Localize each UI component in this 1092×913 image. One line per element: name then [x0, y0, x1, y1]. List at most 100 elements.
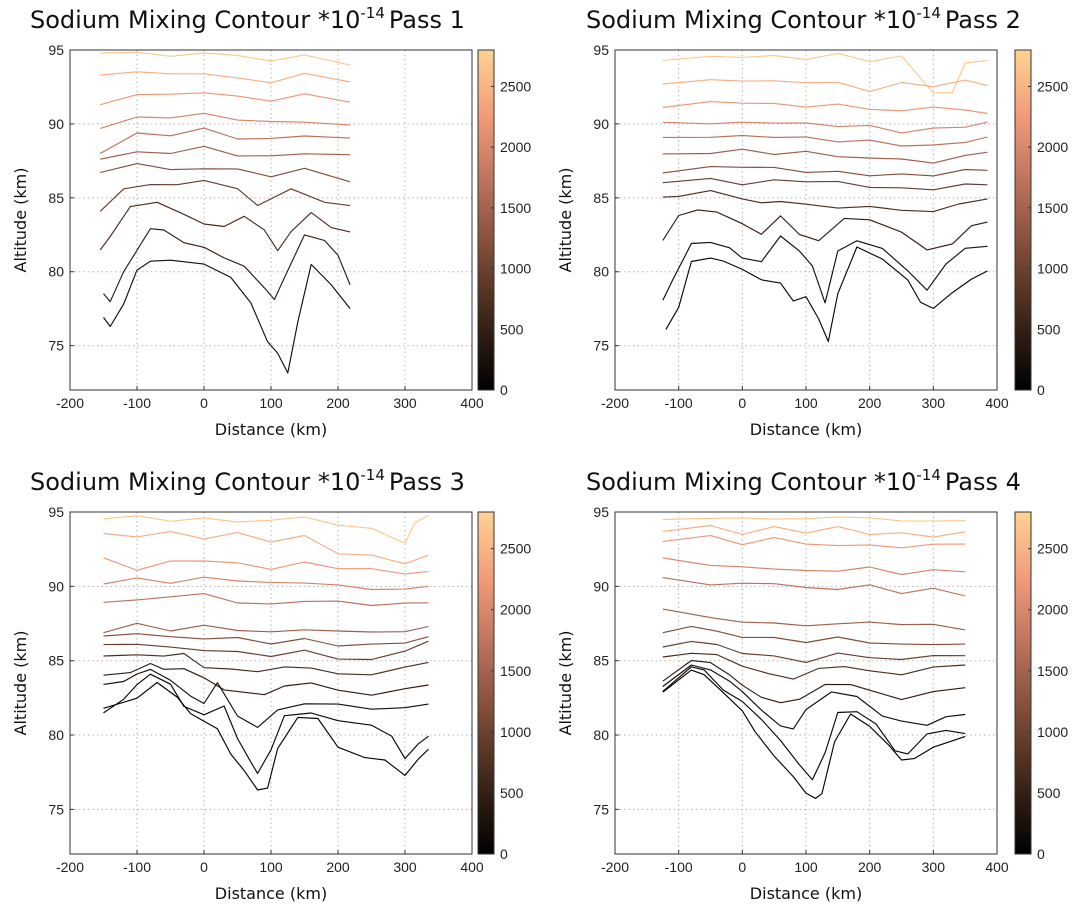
y-axis-label: Altitude (km): [556, 168, 575, 273]
colorbar-tick-label: 2500: [500, 541, 531, 557]
colorbar-tick-label: 1500: [500, 663, 531, 679]
contour-line-1950: [100, 112, 351, 129]
x-tick-label: -200: [56, 395, 84, 411]
x-tick-label: 400: [985, 859, 1009, 875]
colorbar-tick-label: 0: [500, 846, 508, 862]
contour-line-1950: [103, 576, 429, 591]
y-tick-label: 85: [48, 190, 64, 206]
x-tick-label: 200: [326, 859, 350, 875]
colorbar-tick-label: 2500: [1037, 78, 1068, 94]
contour-line-700: [662, 652, 966, 680]
contour-line-1950: [662, 121, 988, 134]
x-tick-label: 100: [259, 395, 283, 411]
x-tick-label: 100: [794, 859, 818, 875]
contour-line-1450: [662, 148, 988, 164]
colorbar-tick-label: 2500: [500, 78, 531, 94]
y-tick-label: 90: [48, 116, 64, 132]
colorbar-tick-label: 2500: [1037, 541, 1068, 557]
y-tick-label: 85: [593, 653, 609, 669]
contour-line-2700: [662, 516, 966, 522]
contour-line-200: [662, 235, 988, 304]
contour-line-2200: [103, 557, 429, 575]
chart-panel-3: Sodium Mixing Contour *10-14 Pass 3 -200 -1…: [11, 466, 531, 903]
contour-line-950: [662, 177, 988, 191]
y-tick-label: 95: [593, 504, 609, 520]
contour-line-2450: [662, 524, 966, 538]
colorbar-tick-label: 1000: [500, 261, 531, 277]
y-tick-label: 75: [48, 801, 64, 817]
contour-line-950: [662, 640, 966, 663]
colorbar-tick-label: 1000: [1037, 724, 1068, 740]
x-tick-label: 0: [738, 395, 746, 411]
contour-line-1700: [662, 134, 988, 147]
colorbar-tick-label: 0: [1037, 382, 1045, 398]
colorbar-tick-label: 0: [1037, 846, 1045, 862]
contour-line-950: [103, 640, 429, 661]
x-tick-label: -200: [601, 395, 629, 411]
y-axis-label: Altitude (km): [556, 631, 575, 736]
plot-area: [70, 50, 472, 390]
x-axis-label: Distance (km): [750, 884, 862, 903]
x-tick-label: 100: [259, 859, 283, 875]
y-axis-label: Altitude (km): [11, 631, 30, 736]
colorbar-tick-label: 500: [1037, 321, 1061, 337]
colorbar: [477, 49, 495, 391]
contour-line-200: [662, 664, 966, 730]
contour-line-1700: [99, 127, 351, 155]
contour-line-2200: [100, 92, 351, 106]
y-tick-label: 95: [593, 42, 609, 58]
contour-line-450: [103, 228, 351, 303]
x-tick-label: 400: [460, 859, 484, 875]
contour-line-450: [103, 662, 429, 696]
contour-line-2450: [662, 79, 988, 93]
colorbar-tick-label: 500: [1037, 785, 1061, 801]
colorbar: [1014, 49, 1032, 391]
x-axis-label: Distance (km): [215, 884, 327, 903]
contour-line-450: [662, 659, 966, 704]
x-tick-label: 200: [858, 395, 882, 411]
y-tick-label: 80: [593, 727, 609, 743]
contour-line-1450: [100, 145, 351, 160]
contour-line-2450: [103, 530, 429, 565]
x-tick-label: -100: [665, 395, 693, 411]
y-tick-label: 80: [48, 264, 64, 280]
contour-line-100: [662, 666, 966, 781]
x-tick-label: -100: [665, 859, 693, 875]
x-tick-label: 400: [985, 395, 1009, 411]
contour-line-1700: [103, 593, 429, 607]
contour-line-1950: [662, 557, 966, 576]
y-tick-label: 80: [48, 727, 64, 743]
colorbar: [1014, 511, 1032, 855]
y-tick-label: 80: [593, 264, 609, 280]
chart-title: Sodium Mixing Contour *10-14 Pass 3: [30, 466, 465, 496]
y-tick-label: 75: [593, 338, 609, 354]
contour-line-1450: [662, 608, 966, 631]
x-tick-label: 400: [460, 395, 484, 411]
contour-line-50: [662, 669, 966, 799]
contour-line-700: [103, 652, 429, 676]
chart-title: Sodium Mixing Contour *10-14 Pass 1: [30, 4, 465, 34]
x-tick-label: 100: [794, 395, 818, 411]
chart-panel-4: Sodium Mixing Contour *10-14 Pass 4 -200 -1…: [556, 466, 1068, 903]
x-tick-label: -200: [56, 859, 84, 875]
x-axis-label: Distance (km): [750, 420, 862, 439]
x-tick-label: -200: [601, 859, 629, 875]
contour-line-2450: [100, 71, 351, 84]
contour-line-2700: [662, 52, 988, 94]
y-tick-label: 90: [593, 116, 609, 132]
y-tick-label: 75: [48, 338, 64, 354]
x-tick-label: 0: [200, 859, 208, 875]
x-tick-label: 200: [858, 859, 882, 875]
x-tick-label: 0: [738, 859, 746, 875]
colorbar-tick-label: 1000: [500, 724, 531, 740]
contour-line-1700: [662, 577, 966, 597]
contour-line-450: [662, 209, 988, 251]
contour-line-1200: [662, 625, 966, 646]
contour-line-2700: [103, 514, 429, 544]
colorbar-tick-label: 2000: [500, 602, 531, 618]
y-tick-label: 85: [593, 190, 609, 206]
y-tick-label: 90: [593, 578, 609, 594]
x-axis-label: Distance (km): [215, 420, 327, 439]
contour-line-2200: [662, 101, 988, 115]
